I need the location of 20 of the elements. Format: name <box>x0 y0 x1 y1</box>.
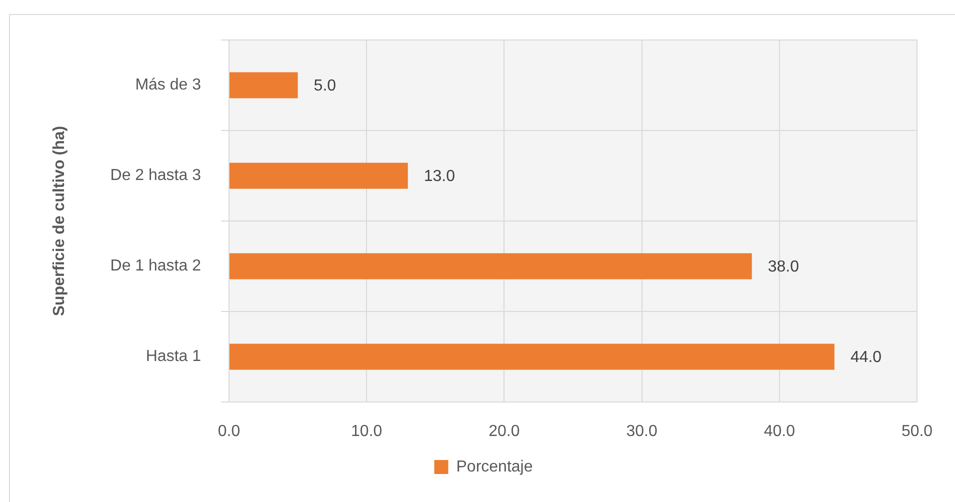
data-label: 13.0 <box>424 168 456 186</box>
bar <box>230 162 408 189</box>
y-axis-title: Superficie de cultivo (ha) <box>51 126 68 316</box>
data-label: 38.0 <box>768 258 800 276</box>
x-tick-label: 40.0 <box>764 423 796 440</box>
x-tick-label: 50.0 <box>901 423 933 440</box>
bar <box>230 72 298 98</box>
y-tick-label: Más de 3 <box>135 76 202 94</box>
bar <box>230 253 752 280</box>
x-tick-label: 20.0 <box>488 423 520 440</box>
x-tick-label: 0.0 <box>218 423 240 440</box>
x-tick-label: 30.0 <box>626 423 658 440</box>
x-tick-label: 10.0 <box>351 423 382 440</box>
y-tick-label: De 2 hasta 3 <box>110 167 202 184</box>
legend-label: Porcentaje <box>456 458 533 476</box>
y-tick-label: Hasta 1 <box>146 348 202 366</box>
bar <box>230 344 834 370</box>
y-tick-label: De 1 hasta 2 <box>110 258 202 275</box>
data-label: 5.0 <box>314 78 336 95</box>
data-label: 44.0 <box>850 349 882 366</box>
